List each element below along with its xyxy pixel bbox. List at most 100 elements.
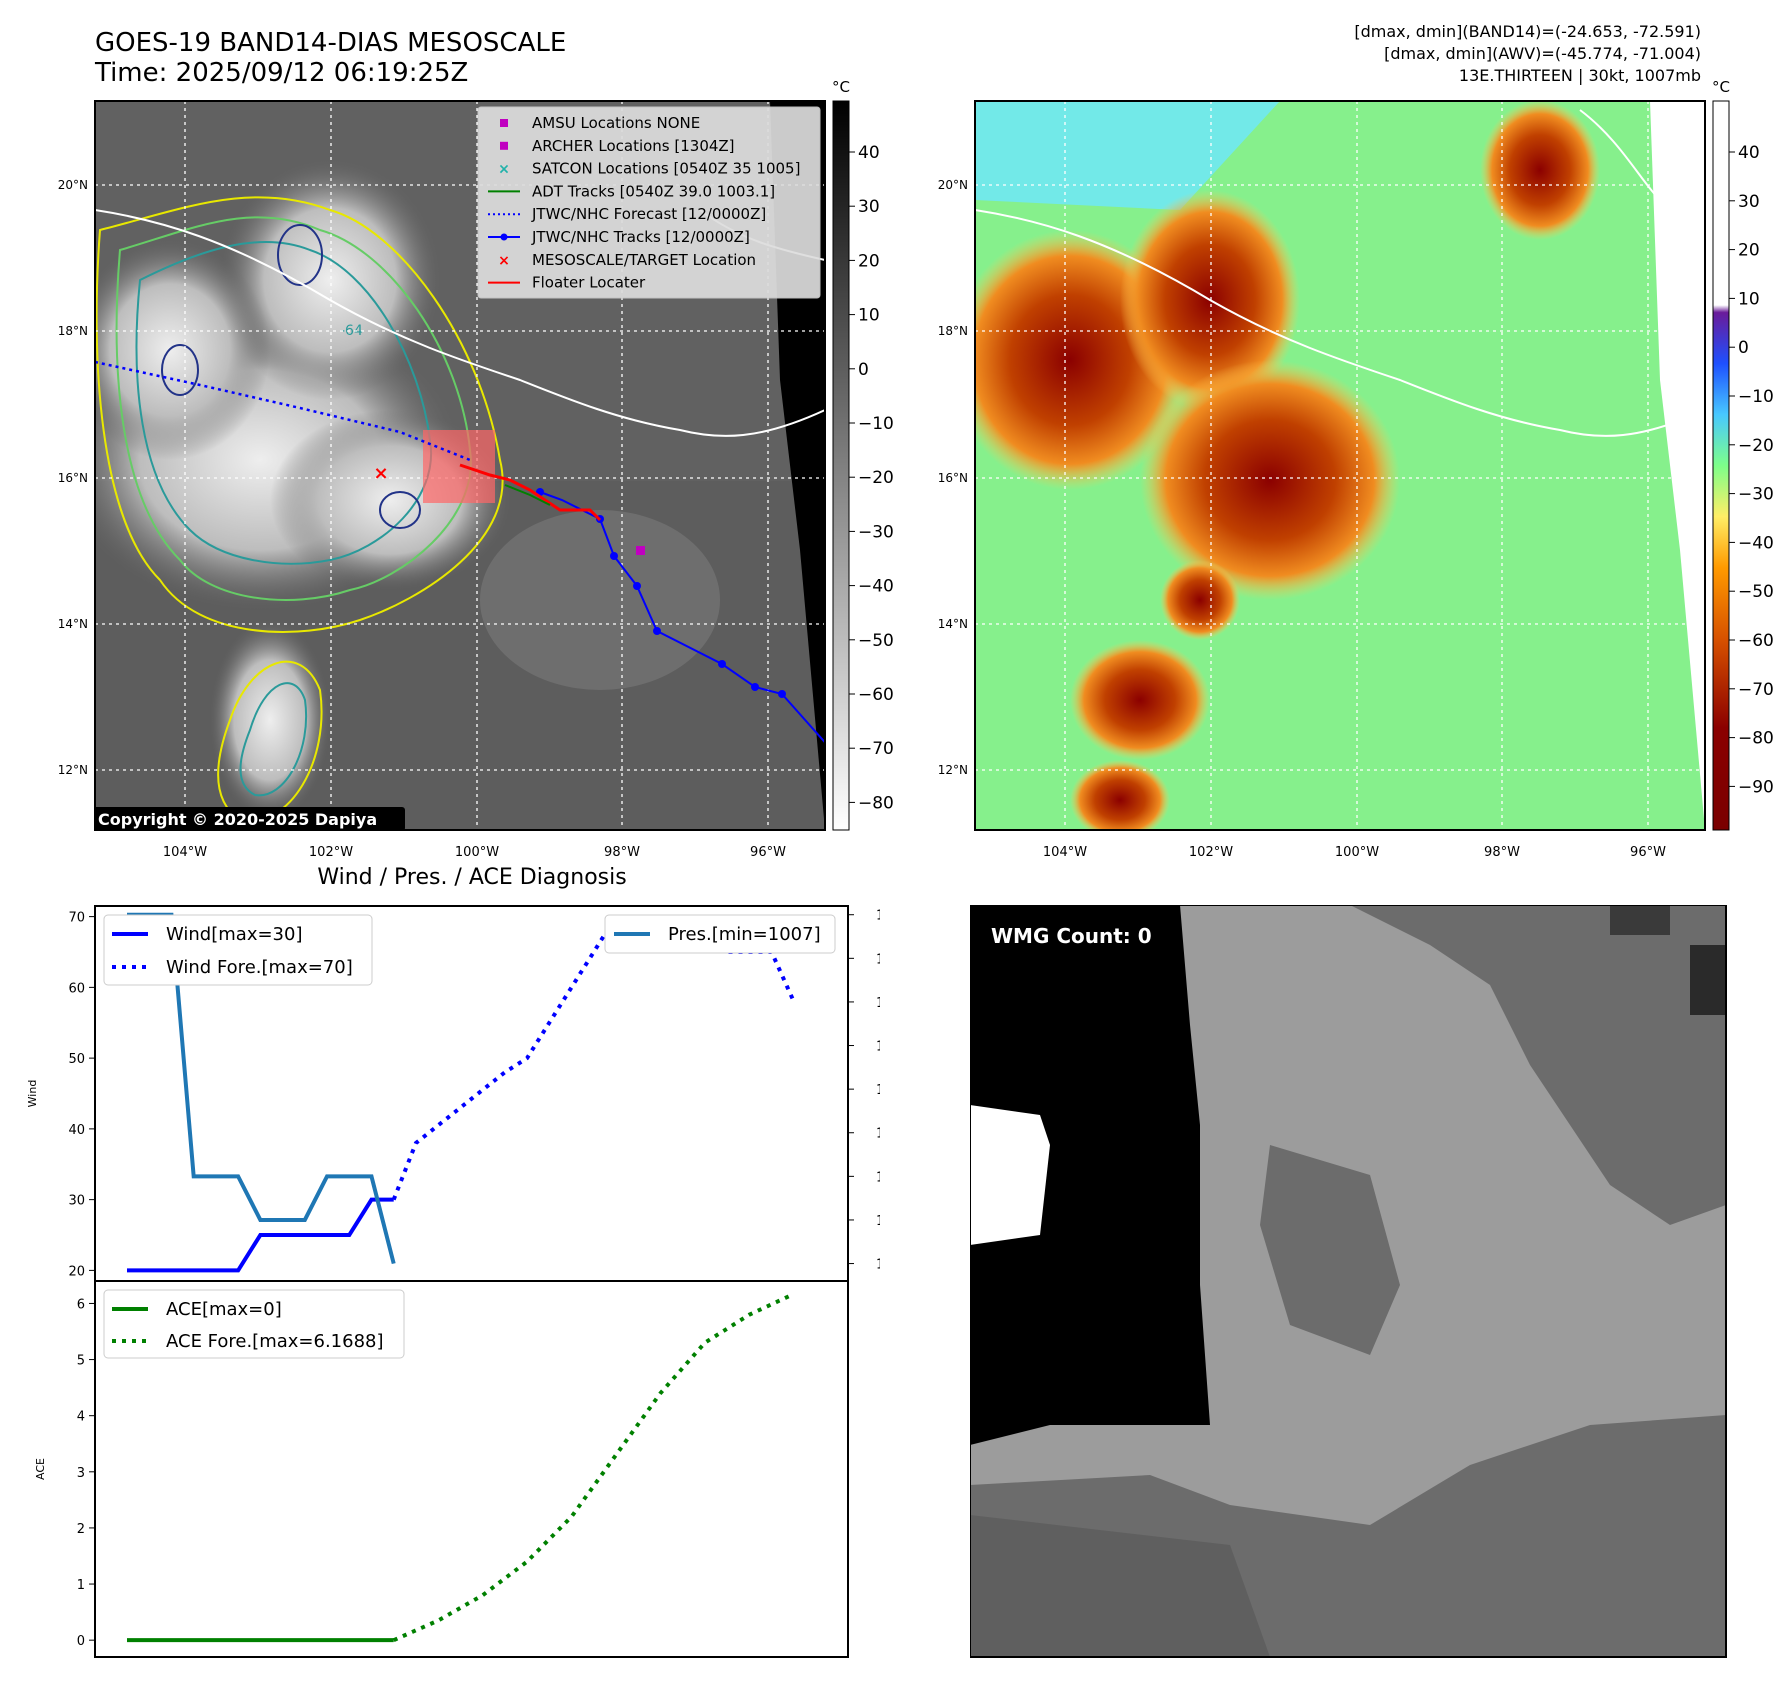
floater-box — [423, 430, 495, 503]
ir-lon-labels: 104°W 102°W 100°W 98°W 96°W — [163, 845, 786, 860]
colorbar-tick-label: −20 — [1738, 436, 1774, 456]
colorbar-tick-label: −60 — [858, 685, 894, 705]
colorbar-tick-label: −70 — [1738, 680, 1774, 700]
awv-coastline — [975, 209, 1705, 437]
legend-marker: × — [498, 253, 510, 269]
chart-title: GOES-19 BAND14-DIAS MESOSCALE — [95, 28, 567, 58]
pressure-ytick-label: 1009 — [876, 1170, 880, 1185]
awv-colorbar-unit: °C — [1712, 80, 1730, 96]
diagnosis-chart-panel: Wind / Pres. / ACE Diagnosis 70605040302… — [26, 865, 880, 1658]
colorbar-tick-label: −30 — [858, 522, 894, 542]
archer-location-marker — [636, 546, 645, 555]
colorbar-tick-label: −90 — [1738, 777, 1774, 797]
lat-label: 12°N — [938, 763, 968, 777]
colorbar-tick-label: 20 — [1738, 241, 1760, 261]
legend-label: ACE Fore.[max=6.1688] — [166, 1331, 384, 1352]
lon-label: 98°W — [1484, 845, 1520, 860]
lon-label: 102°W — [1189, 845, 1233, 860]
lat-label: 12°N — [58, 763, 88, 777]
colorbar-tick-label: 0 — [858, 360, 869, 380]
legend-label: ACE[max=0] — [166, 1299, 282, 1320]
colorbar-tick-label: −30 — [1738, 485, 1774, 505]
wmg-count-badge: WMG Count: 0 — [991, 924, 1152, 948]
ace-ytick-label: 5 — [77, 1354, 85, 1369]
ir-legend: AMSU Locations NONE ARCHER Locations [130… — [477, 106, 821, 299]
awv-map-panel: 20°N 18°N 16°N 14°N 12°N 104°W 102°W 100°W 98°W… — [938, 80, 1774, 860]
floater-locater-line — [459, 463, 602, 522]
colorbar-tick-label: 40 — [858, 143, 880, 163]
wind-ytick-label: 60 — [68, 981, 85, 996]
wind-legend — [103, 914, 373, 986]
wind-axis-label: Wind — [26, 1080, 39, 1108]
ir-coastline — [95, 209, 825, 437]
colorbar-tick-label: 30 — [1738, 192, 1760, 212]
ir-contour-yellow — [95, 196, 504, 633]
legend-label: Wind Fore.[max=70] — [166, 957, 353, 978]
colorbar-tick-label: −80 — [858, 793, 894, 813]
ace-ytick-label: 0 — [77, 1634, 85, 1649]
legend-label: MESOSCALE/TARGET Location — [532, 251, 756, 269]
pressure-ytick-label: 1012 — [876, 1040, 880, 1055]
legend-marker-dot — [500, 233, 508, 241]
lat-label: 20°N — [938, 178, 968, 192]
awv-colorbar-ticks: 40 30 20 10 0 −10 −20 −30 −40 −50 −60 −70 −80 −90 — [1729, 143, 1774, 797]
colorbar-tick-label: 40 — [1738, 143, 1760, 163]
wind-ytick-label: 40 — [68, 1123, 85, 1138]
legend-marker — [500, 141, 508, 150]
wind-ytick-label: 20 — [68, 1264, 85, 1279]
ace-ytick-label: 2 — [77, 1522, 85, 1537]
legend-label: ARCHER Locations [1304Z] — [532, 137, 735, 155]
colorbar-tick-label: 0 — [1738, 338, 1749, 358]
pressure-ytick-label: 1007 — [876, 1258, 880, 1273]
legend-marker: × — [498, 162, 510, 178]
pressure-ytick-label: 1010 — [876, 1127, 880, 1142]
legend-marker — [500, 119, 508, 127]
wmg-frame — [970, 905, 1727, 1658]
wind-ytick-label: 70 — [68, 911, 85, 926]
lat-label: 14°N — [938, 617, 968, 631]
series-line — [127, 1197, 394, 1273]
legend-label: SATCON Locations [0540Z 35 1005] — [532, 160, 800, 178]
lon-label: 104°W — [163, 845, 207, 860]
lat-label: 14°N — [58, 617, 88, 631]
ace-ytick-label: 3 — [77, 1466, 85, 1481]
target-location-marker: × — [373, 463, 388, 484]
awv-lon-labels: 104°W 102°W 100°W 98°W 96°W — [1043, 845, 1666, 860]
pressure-ytick-label: 1015 — [876, 909, 880, 924]
lat-label: 16°N — [938, 471, 968, 485]
ir-colorbar-ticks: 40 30 20 10 0 −10 −20 −30 −40 −50 −60 −70 −80 — [849, 143, 894, 813]
pressure-ytick-label: 1014 — [876, 952, 880, 967]
lat-label: 18°N — [58, 324, 88, 338]
ir-colorbar-unit: °C — [832, 80, 850, 96]
awv-lat-labels: 20°N 18°N 16°N 14°N 12°N — [938, 178, 968, 777]
ir-lat-labels: 20°N 18°N 16°N 14°N 12°N — [58, 178, 88, 777]
legend-label: Floater Locater — [532, 274, 646, 292]
ir-contour-label: -64 — [340, 323, 363, 339]
legend-label: AMSU Locations NONE — [532, 114, 700, 132]
ace-ytick-label: 4 — [77, 1410, 85, 1425]
colorbar-tick-label: −80 — [1738, 729, 1774, 749]
wmg-panel: WMG Count: 0 — [970, 905, 1727, 1658]
colorbar-tick-label: −10 — [858, 414, 894, 434]
legend-label: JTWC/NHC Tracks [12/0000Z] — [531, 228, 750, 246]
colorbar-tick-label: −20 — [858, 468, 894, 488]
lat-label: 18°N — [938, 324, 968, 338]
colorbar-tick-label: −60 — [1738, 631, 1774, 651]
lat-label: 16°N — [58, 471, 88, 485]
colorbar-tick-label: 20 — [858, 251, 880, 271]
forecast-track — [95, 360, 471, 462]
wmg-dark-region — [970, 905, 1210, 1445]
ir-map-panel: -64 × — [58, 80, 894, 860]
lon-label: 102°W — [309, 845, 353, 860]
ir-colorbar — [832, 100, 850, 831]
pressure-legend — [604, 914, 836, 954]
colorbar-tick-label: −50 — [858, 631, 894, 651]
chart-time: Time: 2025/09/12 06:19:25Z — [95, 58, 469, 88]
lon-label: 100°W — [1335, 845, 1379, 860]
awv-map-frame — [974, 100, 1706, 831]
ir-map-frame — [94, 100, 826, 831]
ace-axis-label: ACE — [34, 1458, 47, 1480]
colorbar-tick-label: −10 — [1738, 387, 1774, 407]
ace-legend — [103, 1289, 405, 1359]
ace-ytick-label: 6 — [77, 1297, 85, 1312]
